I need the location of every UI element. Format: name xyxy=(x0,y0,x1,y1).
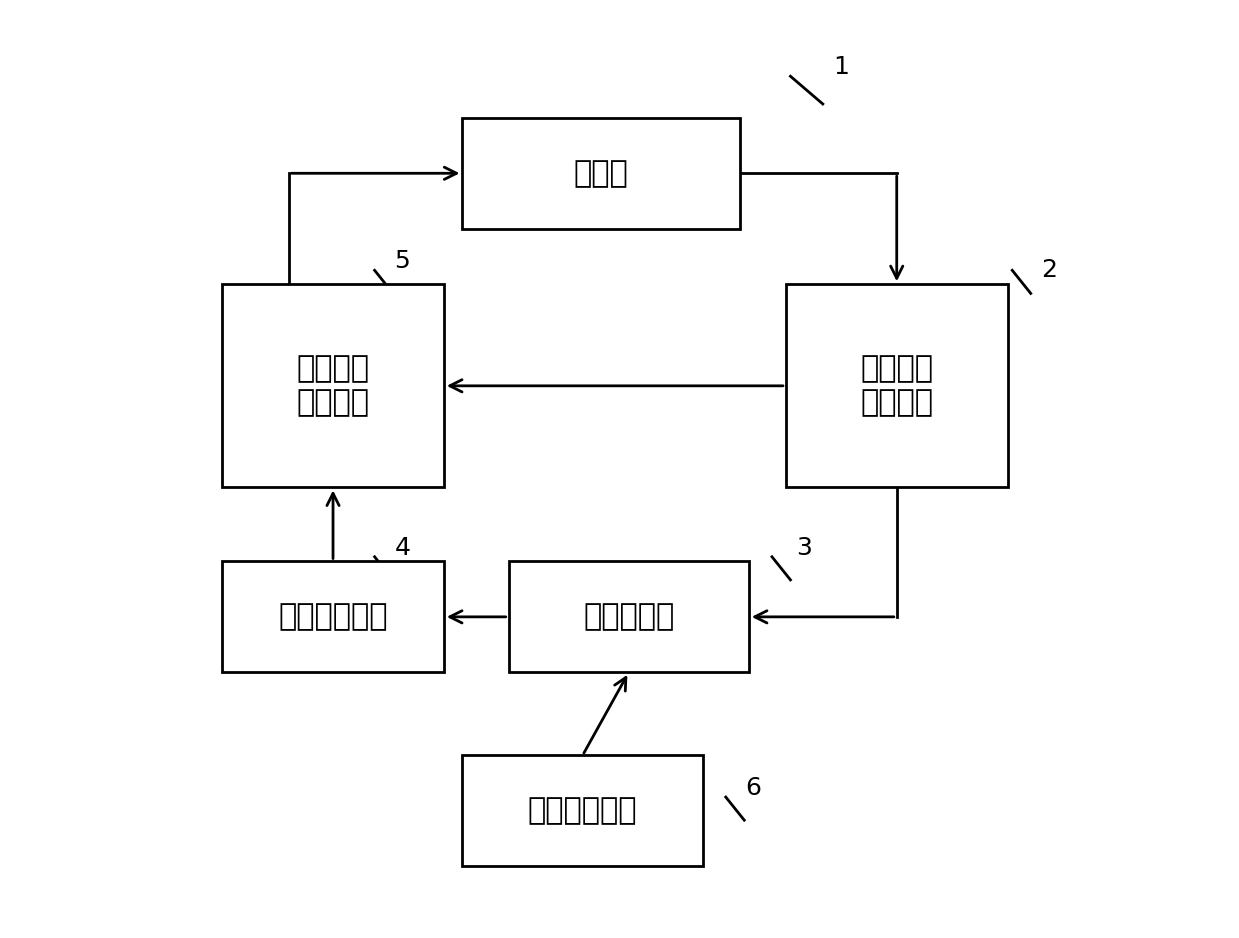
Bar xyxy=(222,284,444,488)
Text: 5: 5 xyxy=(394,250,410,273)
Bar xyxy=(462,118,740,229)
Text: 温度检测电路: 温度检测电路 xyxy=(528,796,637,825)
Text: 1: 1 xyxy=(834,55,849,79)
Text: 2: 2 xyxy=(1041,258,1057,282)
Text: 第一信号
放大电路: 第一信号 放大电路 xyxy=(860,355,933,417)
Text: 6: 6 xyxy=(746,776,762,800)
Text: 信号调理电路: 信号调理电路 xyxy=(279,602,388,631)
Text: 3: 3 xyxy=(797,536,813,560)
Bar xyxy=(786,284,1007,488)
Text: 中央处理器: 中央处理器 xyxy=(584,602,674,631)
Bar xyxy=(508,562,748,673)
Bar xyxy=(222,562,444,673)
Bar xyxy=(462,755,703,867)
Text: 4: 4 xyxy=(394,536,410,560)
Text: 激光管: 激光管 xyxy=(574,159,628,188)
Text: 第二信号
放大电路: 第二信号 放大电路 xyxy=(296,355,369,417)
